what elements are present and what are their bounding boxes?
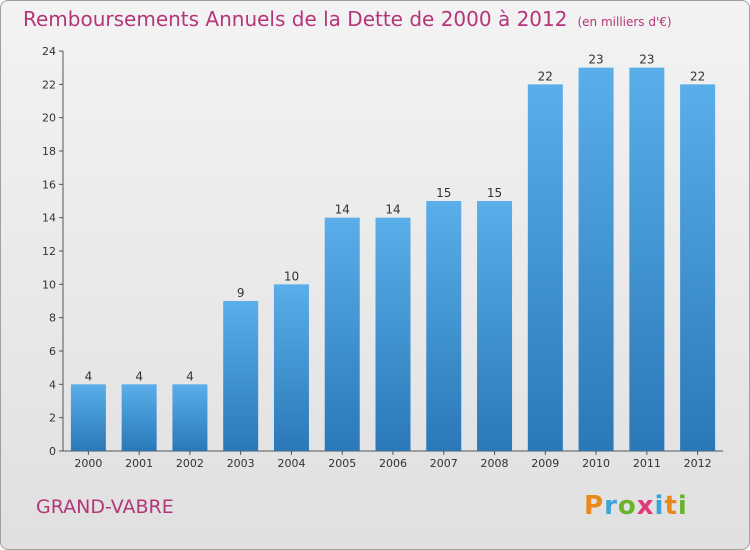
- data-label: 15: [436, 186, 451, 200]
- y-tick-label: 2: [49, 412, 56, 425]
- bar: [578, 67, 614, 452]
- chart-title-text: Remboursements Annuels de la Dette de 20…: [23, 7, 568, 31]
- commune-name: GRAND-VABRE: [36, 496, 174, 518]
- data-label: 23: [639, 53, 654, 67]
- x-tick-label: 2007: [430, 457, 458, 470]
- logo-letter: o: [617, 491, 637, 521]
- data-label: 4: [135, 369, 143, 383]
- y-tick-label: 6: [49, 345, 56, 358]
- unit-note: (en milliers d'€): [577, 15, 672, 29]
- y-tick-label: 0: [49, 445, 56, 458]
- x-tick-label: 2004: [277, 457, 305, 470]
- bar: [273, 284, 309, 451]
- y-tick-label: 20: [42, 112, 56, 125]
- x-tick-label: 2002: [176, 457, 204, 470]
- y-tick-label: 12: [42, 245, 56, 258]
- y-tick-label: 18: [42, 145, 56, 158]
- x-tick-label: 2006: [379, 457, 407, 470]
- bar: [680, 84, 716, 451]
- bar: [629, 67, 665, 452]
- bar: [172, 384, 208, 451]
- x-tick-label: 2012: [684, 457, 712, 470]
- data-label: 23: [588, 53, 603, 67]
- data-label: 14: [385, 203, 400, 217]
- data-label: 22: [690, 69, 705, 83]
- y-tick-label: 22: [42, 78, 56, 91]
- y-tick-label: 10: [42, 278, 56, 291]
- x-tick-label: 2009: [531, 457, 559, 470]
- data-label: 14: [335, 203, 350, 217]
- data-label: 9: [237, 286, 245, 300]
- y-tick-label: 14: [42, 212, 56, 225]
- data-label: 10: [284, 269, 299, 283]
- y-tick-label: 4: [49, 378, 56, 391]
- proxiti-logo: Proxiti: [584, 491, 688, 521]
- y-tick-label: 16: [42, 178, 56, 191]
- x-tick-label: 2011: [633, 457, 661, 470]
- logo-letter: x: [636, 491, 655, 521]
- logo-letter: t: [664, 491, 678, 521]
- bar: [375, 217, 411, 451]
- bar: [527, 84, 563, 451]
- bar: [477, 201, 513, 451]
- data-label: 4: [186, 369, 194, 383]
- bar: [324, 217, 360, 451]
- data-label: 4: [85, 369, 93, 383]
- logo-letter: i: [677, 491, 688, 521]
- chart-title: Remboursements Annuels de la Dette de 20…: [23, 7, 672, 31]
- logo-letter: i: [654, 491, 665, 521]
- x-tick-label: 2003: [227, 457, 255, 470]
- x-tick-label: 2005: [328, 457, 356, 470]
- x-tick-label: 2010: [582, 457, 610, 470]
- x-tick-label: 2001: [125, 457, 153, 470]
- bar: [223, 301, 259, 451]
- logo-letter: P: [584, 491, 605, 521]
- bar: [70, 384, 106, 451]
- y-tick-label: 24: [42, 45, 56, 58]
- data-label: 15: [487, 186, 502, 200]
- bar: [426, 201, 462, 451]
- bar: [121, 384, 157, 451]
- y-tick-label: 8: [49, 312, 56, 325]
- logo-letter: r: [604, 491, 618, 521]
- x-tick-label: 2000: [74, 457, 102, 470]
- data-label: 22: [538, 69, 553, 83]
- x-tick-label: 2008: [481, 457, 509, 470]
